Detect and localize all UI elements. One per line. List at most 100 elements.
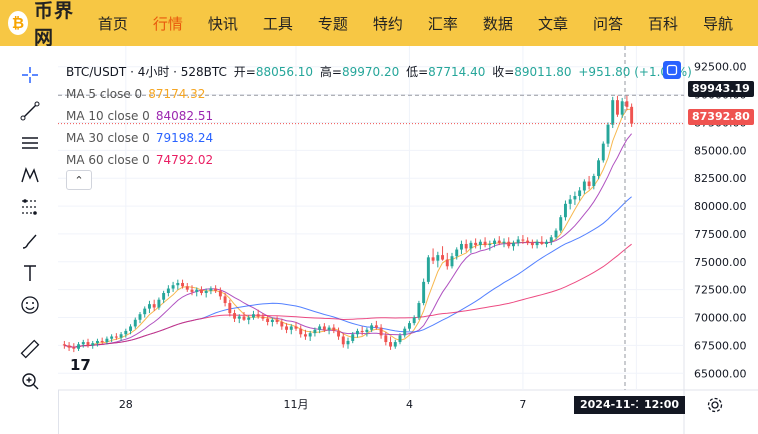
fib-lines-tool[interactable] [17,130,43,156]
projection-tool[interactable] [17,194,43,220]
nav-item[interactable]: 问答 [592,14,623,33]
candle-body [398,335,402,343]
ma10-row[interactable]: MA 10 close 0 84082.51 [66,106,695,128]
candle-body [270,319,274,322]
y-tick-label: 75000.00 [694,256,747,269]
candle-body [355,330,359,335]
candle-body [549,237,553,242]
nav-item[interactable]: 首页 [97,14,128,33]
candle-body [545,241,549,244]
candle-body [322,326,326,330]
candle-body [601,143,605,161]
candle-body [199,289,203,294]
zoom-in-tool[interactable] [17,368,43,394]
candle-body [436,255,440,261]
nav-item[interactable]: 汇率 [427,14,458,33]
candle-body [360,330,364,333]
candle-body [86,342,90,346]
emoji-tool[interactable] [17,292,43,318]
candle-body [478,241,482,246]
candle-body [573,196,577,200]
candle-body [318,326,322,330]
site-logo[interactable]: ₿ 币界网 [8,0,84,50]
candle-body [521,239,525,241]
ma5-row[interactable]: MA 5 close 0 87174.32 [66,84,695,106]
candle-body [77,344,81,349]
candle-body [332,327,336,331]
candle-body [261,316,265,319]
y-tick-label: 92500.00 [694,61,747,74]
candle-body [138,314,142,320]
candle-body [110,336,114,339]
candle-body [195,289,199,292]
candle-body [242,316,246,320]
candle-body [507,241,511,247]
nav-item[interactable]: 快讯 [207,14,238,33]
candle-body [67,345,71,348]
x-tick-label: 4 [406,398,413,411]
candle-body [530,242,534,246]
trendline-tool[interactable] [17,98,43,124]
nav-item[interactable]: 特约 [372,14,403,33]
candle-body [251,314,255,318]
ma5-value: 87174.32 [148,87,206,101]
candle-body [412,317,416,324]
settings-gear-icon[interactable] [706,396,724,414]
nav-item[interactable]: 行情 [152,14,183,33]
nav-item[interactable]: 百科 [647,14,678,33]
candle-body [299,328,303,335]
candle-body [256,314,260,317]
y-tick-label: 82500.00 [694,172,747,185]
candle-body [157,299,161,308]
nav-item[interactable]: 数据 [482,14,513,33]
pattern-tool[interactable] [17,162,43,188]
candle-body [488,243,492,246]
ruler-tool[interactable] [17,336,43,362]
y-tick-label: 80000.00 [694,200,747,213]
ma30-row[interactable]: MA 30 close 0 79198.24 [66,128,695,150]
legend-collapse-button[interactable]: ⌃ [66,170,92,190]
nav-item[interactable]: 专题 [317,14,348,33]
text-tool[interactable] [17,260,43,286]
candle-body [166,288,170,294]
candle-body [384,335,388,343]
candle-body [303,334,307,337]
candle-body [483,241,487,246]
projection-icon [22,199,38,215]
auto-scale-button[interactable] [663,61,681,79]
candle-body [72,347,76,349]
candle-body [308,333,312,337]
candle-body [162,293,166,300]
candle-body [493,240,497,244]
high-label: 高= [319,65,342,79]
candle-body [100,340,104,343]
brush-tool[interactable] [17,228,43,254]
site-name: 币界网 [33,0,74,49]
candle-body [606,124,610,144]
candle-body [62,344,66,346]
ohlc-row: BTC/USDT · 4小时 · 528BTC 开=88056.10 高=899… [66,62,695,84]
crosshair-tool[interactable] [17,62,43,88]
candle-body [597,160,601,176]
candle-body [441,255,445,260]
nav-item[interactable]: 工具 [262,14,293,33]
candle-body [119,334,123,338]
ruler-icon [20,339,40,359]
nav-item[interactable]: 文章 [537,14,568,33]
candle-body [582,181,586,191]
candle-body [204,290,208,294]
candle-body [455,249,459,257]
crosshair-price-tag: 89943.19 [688,81,754,97]
candle-body [474,242,478,246]
low-value: 87714.40 [428,65,486,79]
candle-body [502,241,506,243]
candle-body [370,325,374,330]
ma60-value: 74792.02 [155,153,214,167]
candle-body [389,342,393,347]
candle-body [237,316,241,319]
close-label: 收= [492,65,515,79]
ma60-row[interactable]: MA 60 close 0 74792.02 [66,150,695,172]
nav-item[interactable]: 导航 [702,14,733,33]
candle-body [450,256,454,267]
candle-body [228,303,232,314]
